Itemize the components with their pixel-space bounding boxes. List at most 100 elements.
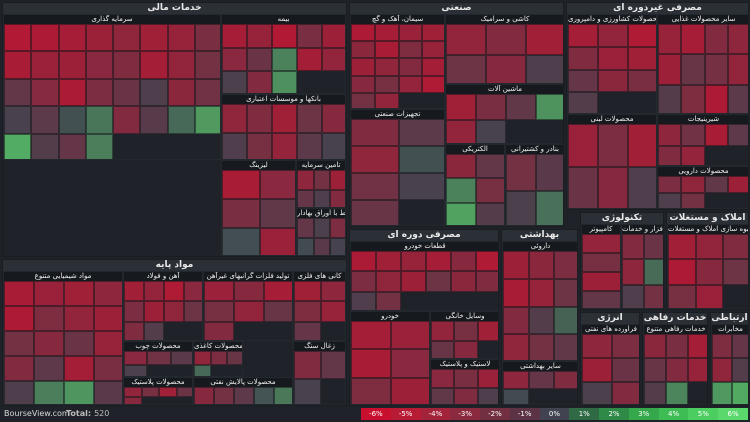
stock-tile[interactable] [351,173,399,200]
stock-tile[interactable] [272,71,297,93]
stock-tile[interactable] [259,228,295,255]
stock-tile[interactable] [34,306,64,331]
stock-tile[interactable] [234,301,264,322]
stock-tile[interactable] [612,334,639,358]
stock-tile[interactable] [297,189,314,207]
stock-tile[interactable] [503,306,529,335]
stock-tile[interactable] [486,54,526,83]
stock-tile[interactable] [644,382,666,404]
stock-tile[interactable] [666,334,688,358]
stock-tile[interactable] [681,176,705,193]
stock-tile[interactable] [351,321,391,350]
stock-tile[interactable] [658,84,682,113]
stock-tile[interactable] [568,92,598,113]
stock-tile[interactable] [704,54,728,85]
stock-tile[interactable] [272,132,297,159]
stock-tile[interactable] [536,154,563,191]
stock-tile[interactable] [222,170,260,199]
stock-tile[interactable] [536,190,563,225]
stock-tile[interactable] [64,281,94,306]
stock-tile[interactable] [681,124,705,146]
stock-tile[interactable] [222,199,260,228]
stock-tile[interactable] [351,291,376,310]
stock-tile[interactable] [274,387,292,404]
stock-tile[interactable] [376,291,401,310]
stock-tile[interactable] [330,170,345,190]
stock-tile[interactable] [727,54,748,85]
stock-tile[interactable] [4,331,34,356]
stock-tile[interactable] [528,334,555,360]
stock-tile[interactable] [568,24,598,47]
stock-tile[interactable] [351,58,375,76]
stock-tile[interactable] [628,167,656,208]
stock-tile[interactable] [204,281,234,302]
stock-tile[interactable] [85,106,113,134]
stock-tile[interactable] [113,78,141,107]
stock-tile[interactable] [695,234,724,260]
stock-tile[interactable] [330,218,345,238]
stock-tile[interactable] [476,154,504,179]
stock-tile[interactable] [644,284,663,308]
stock-tile[interactable] [34,356,64,381]
stock-tile[interactable] [554,306,577,335]
stock-tile[interactable] [31,133,59,159]
stock-tile[interactable] [582,234,620,253]
stock-tile[interactable] [658,124,682,146]
stock-tile[interactable] [666,382,688,404]
stock-tile[interactable] [222,228,260,255]
stock-tile[interactable] [554,371,577,389]
stock-tile[interactable] [259,170,295,199]
stock-tile[interactable] [688,334,707,358]
stock-tile[interactable] [398,58,423,76]
stock-tile[interactable] [398,24,423,42]
stock-tile[interactable] [254,387,274,404]
stock-tile[interactable] [628,24,656,47]
stock-tile[interactable] [644,358,666,382]
stock-tile[interactable] [503,334,529,360]
stock-tile[interactable] [451,251,476,272]
stock-tile[interactable] [313,237,331,255]
stock-tile[interactable] [322,47,345,72]
stock-tile[interactable] [454,369,478,388]
stock-tile[interactable] [598,124,628,167]
stock-tile[interactable] [351,377,391,404]
stock-tile[interactable] [124,321,144,340]
stock-tile[interactable] [503,388,529,404]
stock-tile[interactable] [628,124,656,167]
stock-tile[interactable] [222,71,247,93]
stock-tile[interactable] [681,145,705,165]
stock-tile[interactable] [422,41,444,59]
stock-tile[interactable] [124,364,148,376]
stock-tile[interactable] [210,351,228,365]
stock-tile[interactable] [140,24,168,52]
stock-tile[interactable] [31,51,59,79]
stock-tile[interactable] [147,351,171,365]
stock-tile[interactable] [4,133,32,159]
stock-tile[interactable] [144,281,164,302]
stock-tile[interactable] [568,69,598,93]
stock-tile[interactable] [398,41,423,59]
stock-tile[interactable] [247,47,272,72]
brand-label[interactable]: BourseView.com [4,409,70,418]
stock-tile[interactable] [124,387,142,397]
stock-tile[interactable] [668,259,696,285]
stock-tile[interactable] [85,78,113,107]
stock-tile[interactable] [376,271,401,292]
stock-tile[interactable] [94,281,122,306]
stock-tile[interactable] [666,358,688,382]
stock-tile[interactable] [85,24,113,52]
stock-tile[interactable] [164,281,184,302]
stock-tile[interactable] [712,334,732,358]
stock-tile[interactable] [31,24,59,52]
stock-tile[interactable] [64,306,94,331]
stock-tile[interactable] [322,104,345,133]
stock-tile[interactable] [398,173,444,200]
stock-tile[interactable] [167,106,195,134]
stock-tile[interactable] [58,78,86,107]
stock-tile[interactable] [398,119,444,146]
stock-tile[interactable] [446,178,476,203]
stock-tile[interactable] [222,47,247,72]
stock-tile[interactable] [426,271,451,292]
stock-tile[interactable] [297,237,314,255]
stock-tile[interactable] [351,92,375,108]
